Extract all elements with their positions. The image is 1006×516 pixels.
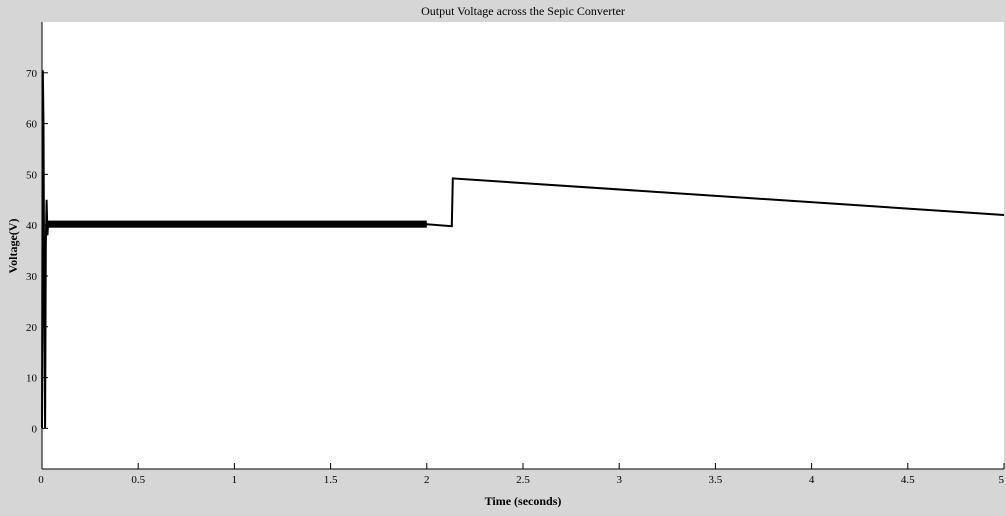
plot-area xyxy=(42,22,1004,469)
y-tick-label: 30 xyxy=(26,271,38,283)
x-tick-label: 5 xyxy=(999,474,1005,486)
y-tick-label: 50 xyxy=(26,169,38,181)
y-ticks: 0 10 20 30 40 50 60 70 xyxy=(26,68,48,435)
x-tick-label: 1.5 xyxy=(324,474,338,486)
y-tick-label: 20 xyxy=(26,322,38,334)
x-tick-label: 3.5 xyxy=(709,474,723,486)
x-tick-label: 1 xyxy=(232,474,238,486)
x-tick-label: 4 xyxy=(809,474,815,486)
series-layer xyxy=(41,70,1005,429)
y-tick-label: 10 xyxy=(26,373,38,385)
x-tick-label: 3 xyxy=(616,474,622,486)
y-tick-label: 40 xyxy=(26,220,38,232)
chart-title: Output Voltage across the Sepic Converte… xyxy=(421,4,625,18)
x-axis-label: Time (seconds) xyxy=(485,494,562,508)
y-axis-label: Voltage(V) xyxy=(6,219,20,274)
series-line xyxy=(41,70,1005,429)
x-tick-label: 0.5 xyxy=(131,474,145,486)
x-tick-label: 0 xyxy=(38,474,44,486)
x-tick-label: 4.5 xyxy=(901,474,915,486)
y-tick-label: 60 xyxy=(26,119,38,131)
y-tick-label: 0 xyxy=(32,423,38,435)
x-ticks: 0 0.5 1 1.5 2 2.5 3 3.5 4 4.5 5 xyxy=(38,463,1005,486)
x-tick-label: 2 xyxy=(424,474,430,486)
x-tick-label: 2.5 xyxy=(516,474,530,486)
y-tick-label: 70 xyxy=(26,68,38,80)
